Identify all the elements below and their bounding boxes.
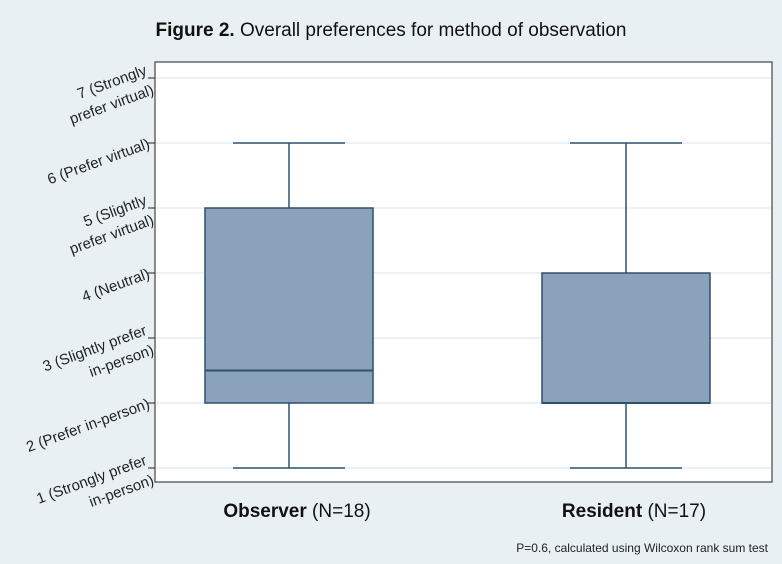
y-tick-label: 2 (Prefer in-person) (24, 395, 152, 455)
y-axis: 7 (Stronglyprefer virtual) 6 (Prefer virt… (24, 62, 157, 527)
x-category-label: Observer (N=18) (223, 501, 370, 522)
y-tick-label: 7 (Stronglyprefer virtual) (60, 62, 156, 128)
x-category-name: Resident (562, 501, 643, 522)
y-tick-label-line: 2 (Prefer in-person) (24, 395, 152, 455)
x-category-count: (N=18) (307, 501, 371, 522)
x-category-label: Resident (N=17) (562, 501, 706, 522)
y-tick-label: 1 (Strongly preferin-person) (34, 452, 156, 527)
chart-title-text: Overall preferences for method of observ… (239, 20, 627, 41)
interquartile-box (204, 207, 374, 404)
x-axis-labels: Observer (N=18) Resident (N=17) (223, 501, 706, 522)
interquartile-box (541, 272, 711, 404)
y-tick-label: 3 (Slightly preferin-person) (41, 322, 157, 395)
x-category-count: (N=17) (642, 501, 706, 522)
y-tick-label: 4 (Neutral) (80, 265, 152, 305)
y-tick-label-line: 6 (Prefer virtual) (45, 135, 152, 188)
y-tick-label: 5 (Slightlyprefer virtual) (60, 192, 156, 258)
box-resident (541, 142, 711, 469)
chart-title-bold: Figure 2. (155, 20, 235, 41)
footnote: P=0.6, calculated using Wilcoxon rank su… (516, 541, 768, 555)
y-tick-label-line: 4 (Neutral) (80, 265, 152, 305)
boxes (204, 142, 711, 469)
box-observer (204, 142, 374, 469)
chart-title: Figure 2. Overall preferences for method… (0, 20, 782, 42)
x-category-name: Observer (223, 501, 307, 522)
y-tick-label: 6 (Prefer virtual) (45, 135, 152, 188)
